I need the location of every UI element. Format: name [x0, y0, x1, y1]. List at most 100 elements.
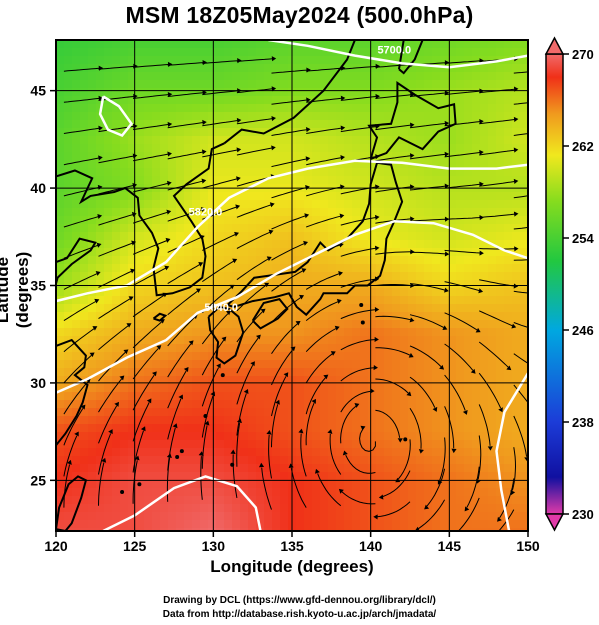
- field-cell: [56, 144, 65, 153]
- field-cell: [424, 128, 433, 137]
- field-cell: [112, 64, 121, 73]
- field-cell: [64, 56, 73, 65]
- field-cell: [88, 480, 97, 489]
- colorbar-tick-label: 246: [572, 323, 594, 338]
- field-cell: [224, 376, 233, 385]
- field-cell: [392, 256, 401, 265]
- field-cell: [400, 528, 409, 531]
- field-cell: [280, 288, 289, 297]
- contour-label: 5700.0: [377, 45, 411, 57]
- field-cell: [152, 112, 161, 121]
- field-cell: [224, 56, 233, 65]
- field-cell: [208, 192, 217, 201]
- field-cell: [352, 320, 361, 329]
- field-cell: [504, 376, 513, 385]
- field-cell: [96, 448, 105, 457]
- field-cell: [440, 152, 449, 161]
- field-cell: [440, 504, 449, 513]
- field-cell: [440, 384, 449, 393]
- field-cell: [456, 368, 465, 377]
- field-cell: [128, 384, 137, 393]
- field-cell: [352, 168, 361, 177]
- field-cell: [240, 272, 249, 281]
- field-cell: [488, 328, 497, 337]
- field-cell: [112, 408, 121, 417]
- field-cell: [304, 240, 313, 249]
- field-cell: [80, 144, 89, 153]
- field-cell: [280, 48, 289, 57]
- field-cell: [168, 144, 177, 153]
- streamline: [418, 499, 446, 530]
- field-cell: [112, 312, 121, 321]
- field-cell: [240, 128, 249, 137]
- field-cell: [320, 528, 329, 531]
- field-cell: [464, 376, 473, 385]
- field-cell: [328, 496, 337, 505]
- field-cell: [160, 392, 169, 401]
- streamline-arrow: [98, 95, 104, 101]
- field-cell: [224, 104, 233, 113]
- field-cell: [168, 160, 177, 169]
- field-cell: [512, 56, 521, 65]
- streamline: [98, 155, 134, 164]
- field-cell: [144, 456, 153, 465]
- field-cell: [64, 304, 73, 313]
- field-cell: [416, 344, 425, 353]
- field-cell: [312, 136, 321, 145]
- field-cell: [216, 240, 225, 249]
- field-cell: [384, 48, 393, 57]
- streamline-arrow: [178, 394, 183, 400]
- streamline-arrow: [216, 363, 221, 369]
- field-cell: [328, 464, 337, 473]
- field-cell: [440, 96, 449, 105]
- field-cell: [280, 456, 289, 465]
- field-cell: [352, 504, 361, 513]
- streamline: [132, 402, 150, 442]
- field-cell: [352, 264, 361, 273]
- field-cell: [112, 320, 121, 329]
- x-tick-label: 150: [516, 538, 540, 554]
- field-cell: [368, 528, 377, 531]
- field-cell: [184, 176, 193, 185]
- field-cell: [216, 368, 225, 377]
- island: [359, 302, 364, 307]
- field-cell: [384, 136, 393, 145]
- field-cell: [336, 264, 345, 273]
- field-cell: [144, 352, 153, 361]
- field-cell: [520, 312, 528, 321]
- field-cell: [80, 352, 89, 361]
- field-cell: [352, 104, 361, 113]
- field-cell: [296, 232, 305, 241]
- field-cell: [504, 424, 513, 433]
- field-cell: [64, 128, 73, 137]
- field-cell: [136, 328, 145, 337]
- field-cell: [472, 208, 481, 217]
- field-cell: [128, 400, 137, 409]
- field-cell: [104, 480, 113, 489]
- field-cell: [232, 472, 241, 481]
- field-cell: [240, 400, 249, 409]
- field-cell: [432, 64, 441, 73]
- field-cell: [376, 320, 385, 329]
- field-cell: [512, 304, 521, 313]
- field-cell: [400, 64, 409, 73]
- field-cell: [480, 336, 489, 345]
- field-cell: [200, 80, 209, 89]
- field-cell: [312, 288, 321, 297]
- field-cell: [344, 400, 353, 409]
- streamline-arrow: [101, 457, 107, 463]
- field-cell: [472, 424, 481, 433]
- field-cell: [488, 272, 497, 281]
- field-cell: [320, 136, 329, 145]
- field-cell: [200, 280, 209, 289]
- field-cell: [328, 80, 337, 89]
- streamline: [513, 195, 528, 199]
- field-cell: [456, 336, 465, 345]
- field-cell: [224, 72, 233, 81]
- streamline-arrow: [338, 271, 343, 276]
- island: [120, 490, 125, 495]
- field-cell: [440, 160, 449, 169]
- field-cell: [160, 64, 169, 73]
- field-cell: [416, 48, 425, 57]
- field-cell: [440, 216, 449, 225]
